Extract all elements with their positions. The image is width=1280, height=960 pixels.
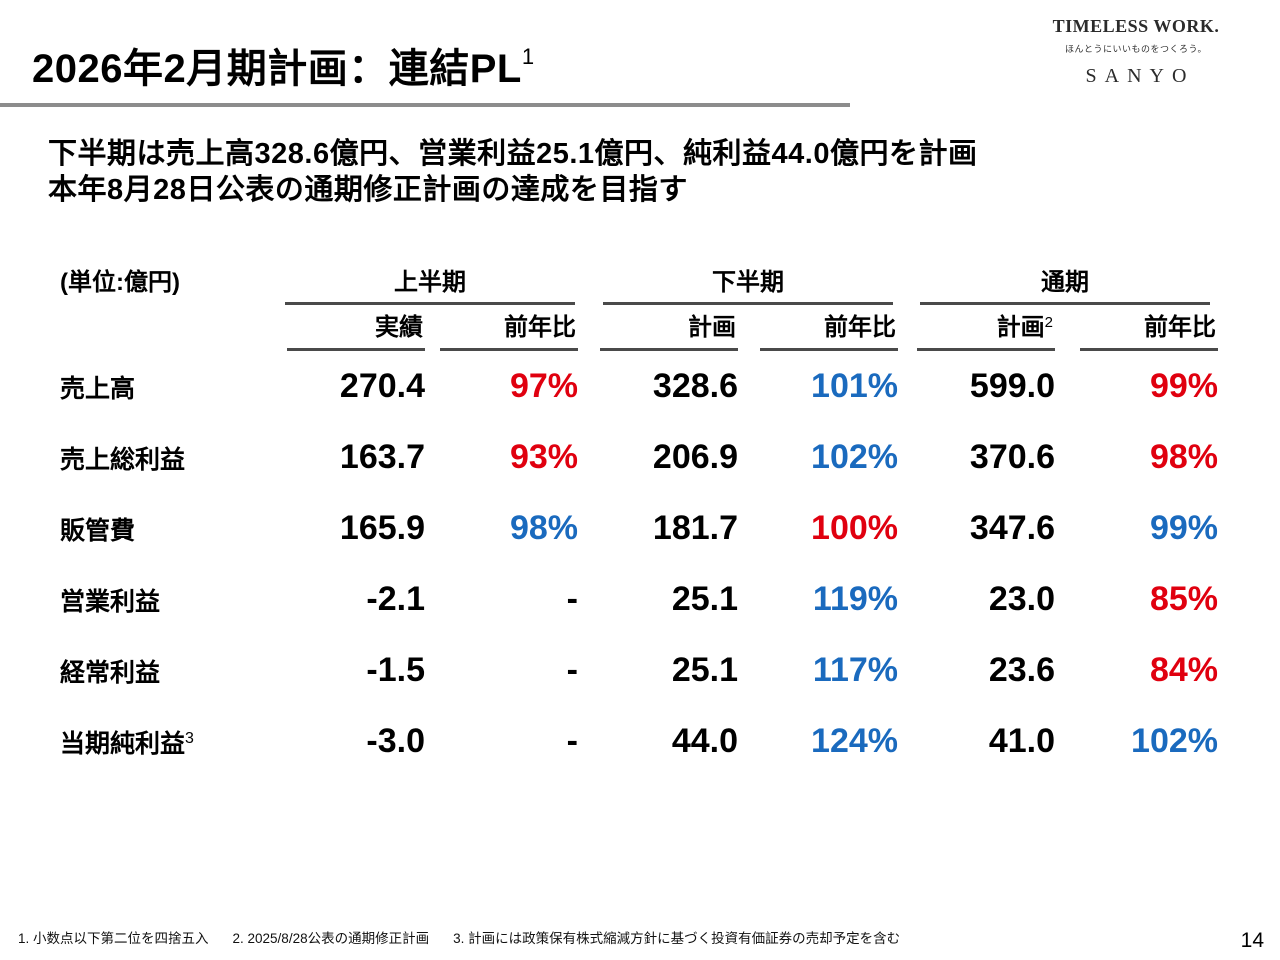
- footnote-2: 2. 2025/8/28公表の通期修正計画: [232, 931, 430, 946]
- pl-table: (単位:億円) 上半期 下半期 通期 実績 前年比 計画 前年比 計画2 前年比…: [60, 262, 1218, 777]
- column-group-row: (単位:億円) 上半期 下半期 通期: [60, 262, 1218, 305]
- key-message-line-1: 下半期は売上高328.6億円、営業利益25.1億円、純利益44.0億円を計画: [48, 138, 978, 170]
- cell-h1-yoy: -: [566, 651, 578, 689]
- col-group-full-year: 通期: [920, 262, 1210, 305]
- col-header-h2-yoy: 前年比: [760, 307, 898, 351]
- cell-fy-plan: 41.0: [988, 722, 1055, 760]
- cell-h1-yoy: -: [566, 580, 578, 618]
- cell-h2-yoy: 102%: [811, 438, 898, 476]
- cell-fy-yoy: 99%: [1149, 509, 1218, 547]
- table-row-operating-profit: 営業利益 -2.1 - 25.1 119% 23.0 85%: [60, 564, 1218, 635]
- col-header-fy-yoy: 前年比: [1080, 307, 1218, 351]
- col-header-fy-plan: 計画2: [917, 307, 1055, 351]
- cell-h1-actual: -2.1: [366, 580, 425, 618]
- table-row-net-profit: 当期純利益3 -3.0 - 44.0 124% 41.0 102%: [60, 706, 1218, 777]
- logo-company-name: SANYO: [1085, 65, 1195, 87]
- cell-fy-plan: 23.0: [988, 580, 1055, 618]
- col-group-second-half: 下半期: [603, 262, 893, 305]
- key-message: 下半期は売上高328.6億円、営業利益25.1億円、純利益44.0億円を計画 本…: [48, 136, 977, 208]
- fy-plan-footnote-ref: 2: [1044, 314, 1053, 331]
- row-label: 当期純利益3: [60, 729, 194, 758]
- table-row-gross-profit: 売上総利益 163.7 93% 206.9 102% 370.6 98%: [60, 422, 1218, 493]
- cell-h2-plan: 328.6: [652, 367, 738, 405]
- page-number: 14: [1240, 929, 1264, 952]
- row-label: 営業利益: [60, 587, 161, 616]
- cell-fy-yoy: 99%: [1149, 367, 1218, 405]
- logo-tagline: ほんとうにいいものをつくろう。: [1065, 44, 1207, 54]
- cell-h1-yoy: 97%: [509, 367, 578, 405]
- logo-brand-text: TIMELESS WORK.: [1052, 16, 1220, 36]
- cell-h2-yoy: 124%: [811, 722, 898, 760]
- key-message-line-2: 本年8月28日公表の通期修正計画の達成を目指す: [48, 174, 688, 206]
- cell-fy-yoy: 84%: [1149, 651, 1218, 689]
- footnote-3: 3. 計画には政策保有株式縮減方針に基づく投資有価証券の売却予定を含む: [453, 931, 901, 946]
- row-label: 販管費: [60, 516, 136, 545]
- cell-h1-actual: 163.7: [339, 438, 425, 476]
- table-row-net-sales: 売上高 270.4 97% 328.6 101% 599.0 99%: [60, 351, 1218, 422]
- cell-h1-actual: -1.5: [366, 651, 425, 689]
- footnote-1: 1. 小数点以下第二位を四捨五入: [18, 931, 209, 946]
- col-group-first-half: 上半期: [285, 262, 575, 305]
- cell-h2-yoy: 117%: [812, 651, 898, 689]
- table-row-ordinary-profit: 経常利益 -1.5 - 25.1 117% 23.6 84%: [60, 635, 1218, 706]
- cell-fy-plan: 23.6: [988, 651, 1055, 689]
- page-title: 2026年2月期計画：連結PL1: [32, 36, 535, 94]
- cell-fy-plan: 370.6: [969, 438, 1055, 476]
- table-row-sga-expenses: 販管費 165.9 98% 181.7 100% 347.6 99%: [60, 493, 1218, 564]
- col-header-h2-plan: 計画: [600, 307, 738, 351]
- page-title-text: 2026年2月期計画：連結PL: [32, 47, 522, 91]
- cell-h2-plan: 44.0: [671, 722, 738, 760]
- cell-fy-plan: 347.6: [969, 509, 1055, 547]
- footnotes: 1. 小数点以下第二位を四捨五入 2. 2025/8/28公表の通期修正計画 3. …: [18, 927, 924, 947]
- cell-fy-yoy: 102%: [1131, 722, 1218, 760]
- company-logo: TIMELESS WORK. ほんとうにいいものをつくろう。 SANYO: [1048, 16, 1224, 88]
- net-profit-footnote-ref: 3: [185, 729, 194, 747]
- cell-h2-plan: 206.9: [652, 438, 738, 476]
- cell-h2-yoy: 101%: [811, 367, 898, 405]
- col-header-h1-actual: 実績: [287, 307, 425, 351]
- title-divider: [0, 103, 850, 107]
- cell-fy-yoy: 98%: [1149, 438, 1218, 476]
- column-header-row: 実績 前年比 計画 前年比 計画2 前年比: [60, 305, 1218, 351]
- cell-h2-plan: 181.7: [652, 509, 738, 547]
- page-title-footnote-ref: 1: [521, 44, 535, 69]
- cell-fy-plan: 599.0: [969, 367, 1055, 405]
- row-label: 売上高: [60, 374, 136, 403]
- cell-fy-yoy: 85%: [1149, 580, 1218, 618]
- unit-label: (単位:億円): [60, 269, 180, 296]
- row-label: 売上総利益: [60, 445, 186, 474]
- cell-h1-actual: -3.0: [366, 722, 425, 760]
- cell-h2-plan: 25.1: [671, 580, 738, 618]
- cell-h1-actual: 270.4: [339, 367, 425, 405]
- cell-h2-yoy: 100%: [811, 509, 898, 547]
- row-label: 経常利益: [60, 658, 161, 687]
- cell-h2-yoy: 119%: [812, 580, 898, 618]
- cell-h2-plan: 25.1: [671, 651, 738, 689]
- cell-h1-actual: 165.9: [339, 509, 425, 547]
- cell-h1-yoy: 98%: [509, 509, 578, 547]
- cell-h1-yoy: 93%: [509, 438, 578, 476]
- col-header-h1-yoy: 前年比: [440, 307, 578, 351]
- cell-h1-yoy: -: [566, 722, 578, 760]
